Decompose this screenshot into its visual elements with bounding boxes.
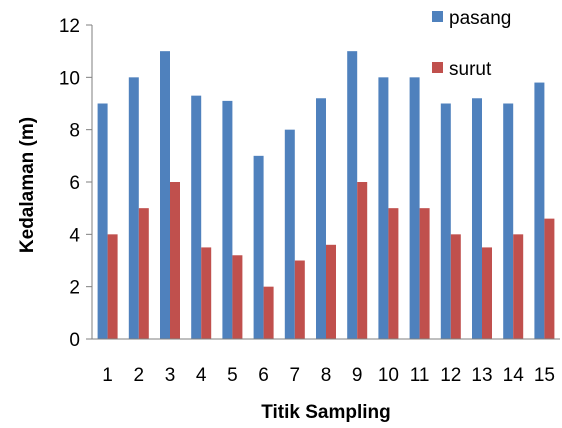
- y-tick-label: 6: [69, 173, 80, 194]
- y-tick-label: 8: [69, 121, 80, 142]
- bar-surut-7: [294, 260, 305, 339]
- bar-surut-4: [201, 247, 212, 339]
- x-tick-label: 14: [503, 365, 525, 386]
- bar-pasang-10: [378, 77, 389, 339]
- bar-pasang-13: [472, 98, 482, 340]
- bar-surut-3: [170, 182, 180, 339]
- legend-label-surut: surut: [449, 59, 492, 80]
- x-tick-label: 7: [290, 365, 301, 386]
- y-tick-label: 0: [69, 330, 80, 351]
- bar-pasang-2: [128, 77, 139, 339]
- x-tick-label: 2: [134, 365, 145, 386]
- y-tick-label: 12: [59, 16, 80, 37]
- x-tick-label: 5: [227, 365, 238, 386]
- bar-surut-13: [482, 247, 492, 339]
- bar-pasang-1: [97, 103, 108, 339]
- bar-surut-11: [419, 208, 430, 339]
- bar-pasang-12: [440, 103, 451, 339]
- bar-pasang-6: [253, 155, 264, 339]
- bar-pasang-5: [222, 100, 233, 339]
- bars: [97, 51, 555, 340]
- x-tick-label: 3: [165, 365, 176, 386]
- x-tick-label: 15: [534, 365, 555, 386]
- y-axis-title: Kedalaman (m): [17, 117, 38, 253]
- bar-surut-6: [263, 286, 274, 339]
- x-tick-label: 9: [352, 365, 363, 386]
- x-tick-label: 13: [471, 365, 492, 386]
- bar-pasang-7: [284, 129, 295, 339]
- bar-surut-9: [357, 182, 368, 339]
- bar-pasang-8: [316, 98, 326, 340]
- y-axis-ticks: 0 2 4 6 8 10 12: [59, 16, 92, 351]
- bar-pasang-11: [409, 77, 420, 339]
- bar-surut-5: [232, 255, 243, 339]
- bar-pasang-9: [347, 51, 358, 340]
- x-tick-label: 8: [321, 365, 332, 386]
- x-tick-label: 1: [102, 365, 113, 386]
- x-tick-label: 12: [440, 365, 461, 386]
- x-axis-title: Titik Sampling: [261, 402, 391, 423]
- bar-surut-15: [544, 218, 555, 339]
- bar-pasang-4: [191, 95, 202, 340]
- legend-label-pasang: pasang: [449, 8, 511, 29]
- y-tick-label: 10: [59, 68, 80, 89]
- bar-surut-12: [450, 234, 461, 339]
- bar-surut-14: [513, 234, 524, 339]
- bar-pasang-14: [503, 103, 514, 339]
- x-axis-ticks: 1 2 3 4 5 6 7 8 9 10 11 12 13 14 15: [102, 365, 555, 386]
- legend-swatch-pasang: [432, 11, 443, 22]
- x-tick-label: 6: [258, 365, 269, 386]
- legend-swatch-surut: [432, 62, 443, 73]
- bar-surut-8: [326, 244, 336, 339]
- x-tick-label: 10: [378, 365, 399, 386]
- bar-surut-10: [388, 208, 399, 339]
- y-tick-label: 2: [69, 278, 80, 299]
- bar-surut-2: [138, 208, 149, 339]
- bar-surut-1: [107, 234, 118, 339]
- bar-pasang-3: [160, 51, 170, 340]
- bar-pasang-15: [534, 82, 545, 340]
- x-tick-label: 4: [196, 365, 207, 386]
- legend: pasang surut: [432, 8, 511, 80]
- y-tick-label: 4: [69, 225, 80, 246]
- x-tick-label: 11: [410, 365, 430, 386]
